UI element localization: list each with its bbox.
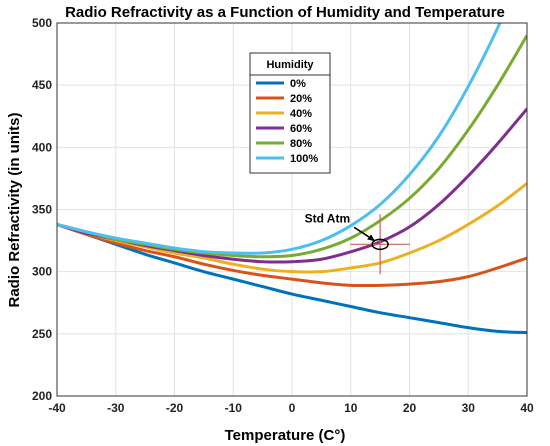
std-atm-circle	[371, 238, 389, 251]
x-tick-label: -20	[166, 401, 184, 415]
plot-area-border	[56, 22, 528, 397]
chart-title: Radio Refractivity as a Function of Humi…	[65, 4, 505, 21]
x-tick-label: 0	[289, 401, 296, 415]
x-axis-label: Temperature (C°)	[225, 427, 346, 444]
std-atm-arrowhead	[367, 234, 376, 242]
x-tick-label: -30	[107, 401, 125, 415]
y-tick-label: 250	[32, 327, 52, 341]
series-line-20pct	[57, 222, 527, 288]
legend-entry-label: 80%	[290, 138, 312, 150]
x-tick-label: 30	[462, 401, 476, 415]
legend-entry-label: 60%	[290, 123, 312, 135]
y-tick-label: 200	[32, 389, 52, 403]
x-axis-ticks: -40 -30 -20 -10 0 10 20 30 40	[48, 401, 534, 415]
series-line-100pct	[57, 23, 502, 255]
y-tick-label: 300	[32, 265, 52, 279]
x-tick-label: 10	[344, 401, 358, 415]
legend-title: Humidity	[266, 59, 314, 71]
y-tick-label: 400	[32, 140, 52, 154]
y-tick-label: 450	[32, 78, 52, 92]
legend-entry-label: 40%	[290, 108, 312, 120]
y-axis-label: Radio Refractivity (in units)	[6, 112, 23, 307]
x-tick-label: 40	[520, 401, 534, 415]
legend-entry-label: 100%	[290, 153, 318, 165]
std-atm-annotation: Std Atm	[305, 211, 411, 275]
legend: Humidity 0% 20% 40% 60% 80% 100%	[249, 52, 331, 174]
x-tick-label: -40	[48, 401, 66, 415]
legend-entry-label: 0%	[290, 78, 306, 90]
legend-entry-label: 20%	[290, 93, 312, 105]
x-tick-label: -10	[225, 401, 243, 415]
y-tick-label: 350	[32, 203, 52, 217]
series-line-0pct	[57, 222, 527, 335]
y-tick-label: 500	[32, 16, 52, 30]
x-tick-label: 20	[403, 401, 417, 415]
y-axis-ticks: 200 250 300 350 400 450 500	[32, 16, 52, 403]
series-lines	[57, 23, 527, 335]
std-atm-label: Std Atm	[305, 211, 351, 225]
